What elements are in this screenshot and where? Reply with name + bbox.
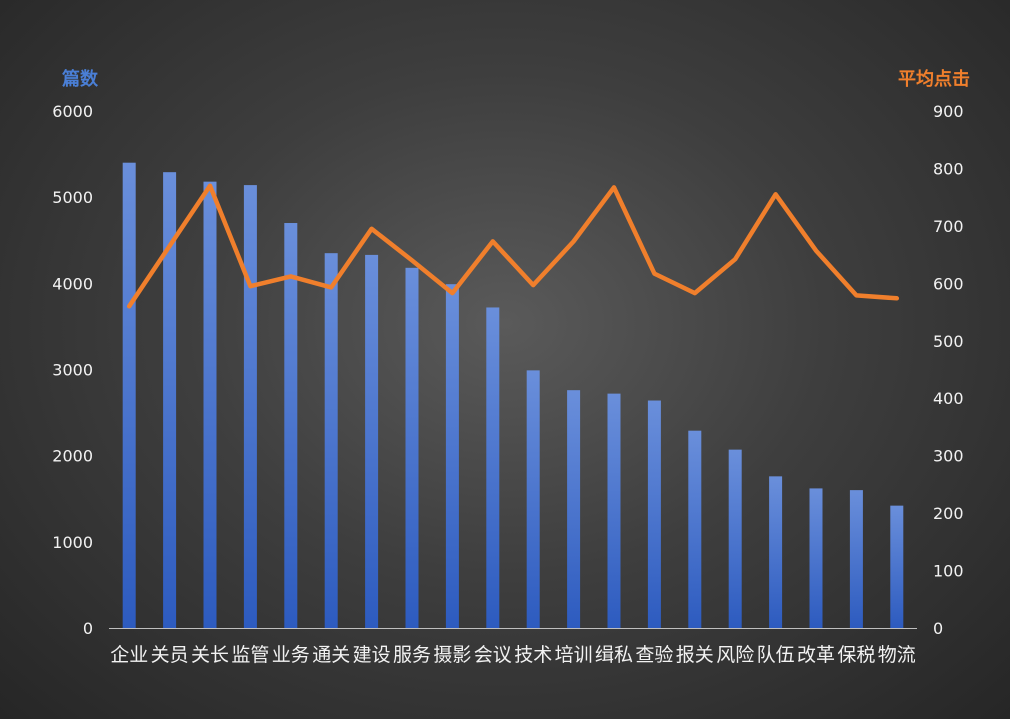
right-axis-tick-label: 500 [933,332,964,351]
right-axis-tick-label: 700 [933,217,964,236]
bar [567,390,581,628]
bar [849,490,863,628]
x-axis-category-label: 缉私 [595,644,633,666]
bar [163,172,177,628]
bar [284,223,298,628]
bar [445,284,459,628]
bar [728,449,742,628]
x-axis-category-label: 风险 [716,644,754,666]
x-axis-category-label: 关员 [151,644,189,666]
bar [243,185,257,628]
x-axis-category-label: 队伍 [757,644,795,666]
right-axis-tick-label: 900 [933,102,964,121]
bar [526,370,540,628]
x-axis-category-label: 会议 [474,644,512,666]
bar [607,393,621,628]
right-axis-tick-label: 200 [933,504,964,523]
x-axis-category-label: 改革 [797,644,835,666]
left-axis-tick-label: 6000 [52,102,93,121]
x-axis-category-label: 查验 [635,644,673,666]
left-axis-tick-label: 4000 [52,274,93,293]
right-axis-tick-label: 300 [933,447,964,466]
right-axis-tick-label: 0 [933,619,943,638]
bar [203,181,217,628]
bar [405,267,419,628]
x-axis-category-label: 保税 [837,644,875,666]
bar [688,430,702,628]
x-axis-category-label: 监管 [231,644,269,666]
bar [890,505,904,628]
average-clicks-line [126,183,900,309]
bar [324,253,338,629]
bar [647,400,661,628]
left-axis-title: 篇数 [62,69,98,90]
x-axis-category-label: 关长 [191,644,229,666]
bar [365,254,379,629]
x-axis-category-label: 摄影 [433,644,471,666]
bar [769,476,783,628]
x-axis-category-label: 服务 [393,644,431,666]
x-axis-category-label: 报关 [676,644,714,666]
bar [122,162,136,628]
x-axis-category-label: 通关 [312,644,350,666]
x-axis-category-label: 企业 [110,644,148,666]
bar [809,488,823,628]
right-axis-tick-label: 100 [933,562,964,581]
right-axis-tick-label: 800 [933,159,964,178]
left-axis-tick-label: 5000 [52,188,93,207]
right-axis-tick-label: 400 [933,389,964,408]
left-axis-tick-label: 2000 [52,447,93,466]
right-axis-title: 平均点击 [898,69,970,90]
bar [486,307,500,628]
right-axis-tick-label: 600 [933,274,964,293]
x-axis-category-label: 物流 [878,644,916,666]
x-axis-category-label: 业务 [272,644,310,666]
x-axis-category-label: 技术 [514,644,552,666]
x-axis-category-label: 培训 [555,644,593,666]
left-axis-tick-label: 3000 [52,361,93,380]
left-axis-tick-label: 1000 [52,533,93,552]
left-axis-tick-label: 0 [83,619,93,638]
x-axis-category-label: 建设 [353,644,391,666]
